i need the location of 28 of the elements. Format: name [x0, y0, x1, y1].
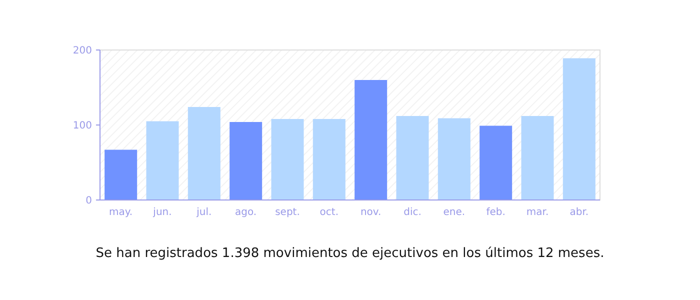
x-tick-label: oct.	[320, 207, 339, 218]
y-tick-label: 0	[86, 196, 92, 206]
text: Se han registrados 1.398 movimientos de ejecutivos en los últimos 12 meses.	[96, 246, 604, 261]
y-tick-label: 100	[72, 120, 92, 132]
bar	[188, 107, 220, 200]
bar	[230, 122, 262, 200]
bar	[480, 126, 512, 200]
x-tick-label: may.	[109, 207, 133, 218]
x-tick-label: feb.	[486, 207, 506, 218]
x-tick-label: abr.	[570, 207, 589, 218]
bar	[271, 119, 304, 200]
bar	[562, 58, 596, 200]
x-tick-label: jun.	[152, 207, 172, 218]
bar	[354, 80, 388, 200]
bar	[521, 116, 554, 200]
x-tick-label: nov.	[360, 207, 382, 218]
bar	[146, 121, 179, 200]
x-tick-label: ene.	[443, 207, 466, 218]
x-tick-label: sept.	[275, 207, 300, 218]
bar	[312, 119, 346, 200]
bar	[104, 150, 138, 200]
bar	[438, 118, 470, 200]
x-tick-label: ago.	[235, 207, 257, 218]
x-tick-label: dic.	[404, 207, 422, 218]
y-tick-label: 200	[72, 46, 92, 56]
x-tick-label: mar.	[526, 207, 549, 218]
x-tick-label: jul.	[196, 207, 212, 218]
bar	[396, 116, 429, 200]
